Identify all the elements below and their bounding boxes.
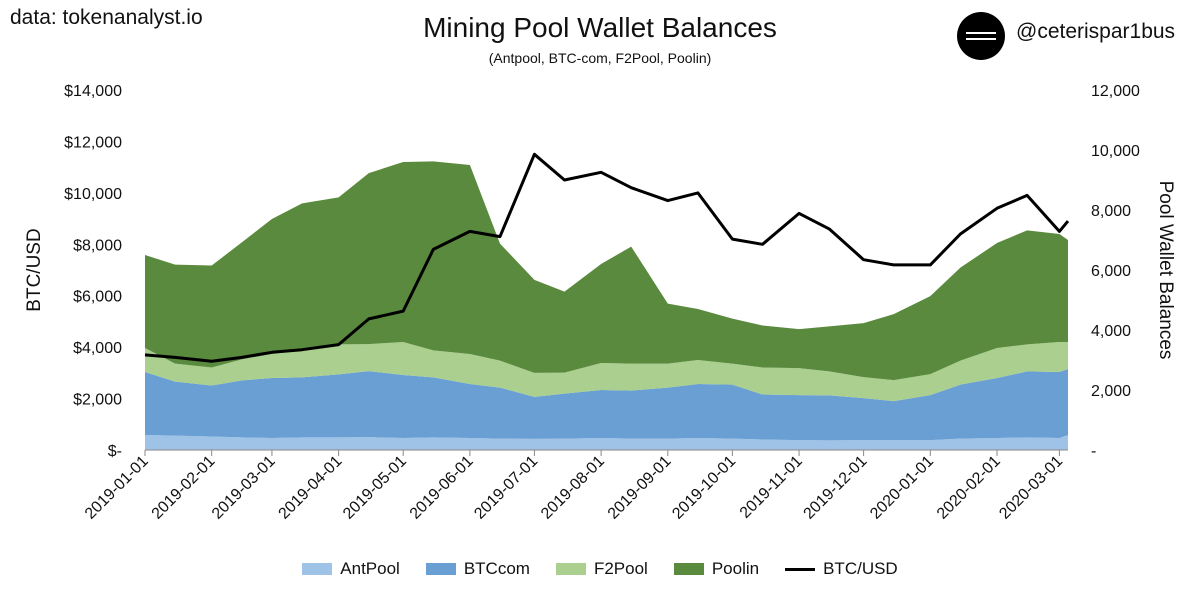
- legend-swatch: [302, 563, 333, 575]
- left-tick-label: $4,000: [73, 340, 122, 357]
- legend-label: Poolin: [711, 559, 760, 578]
- legend-item-f2pool: F2Pool: [555, 559, 648, 579]
- x-tick-label: 2019-08-01: [538, 453, 608, 523]
- right-tick-label: 4,000: [1091, 323, 1131, 340]
- right-tick-label: 10,000: [1091, 143, 1140, 160]
- legend-label: F2Pool: [593, 559, 648, 578]
- legend-swatch: [785, 567, 816, 571]
- left-tick-label: $6,000: [73, 289, 122, 306]
- left-tick-label: $12,000: [64, 134, 122, 151]
- chart-subtitle: (Antpool, BTC-com, F2Pool, Poolin): [488, 50, 712, 66]
- legend-label: BTC/USD: [823, 559, 898, 578]
- x-tick-label: 2019-12-01: [801, 453, 871, 523]
- x-tick-label: 2019-10-01: [669, 453, 739, 523]
- x-tick-label: 2019-01-01: [82, 453, 152, 523]
- x-tick-label: 2020-02-01: [934, 453, 1004, 523]
- stacked-areas: [145, 161, 1068, 450]
- area-series-f2pool: [145, 342, 1068, 402]
- left-tick-label: $2,000: [73, 392, 122, 409]
- right-tick-label: 2,000: [1091, 383, 1131, 400]
- x-tick-label: 2020-03-01: [996, 453, 1066, 523]
- x-tick-label: 2019-03-01: [209, 453, 279, 523]
- x-tick-label: 2019-02-01: [149, 453, 219, 523]
- legend-item-poolin: Poolin: [673, 559, 760, 579]
- legend-swatch: [555, 563, 586, 575]
- chart-title: Mining Pool Wallet Balances: [423, 12, 777, 43]
- left-tick-label: $10,000: [64, 186, 122, 203]
- x-tick-label: 2019-05-01: [340, 453, 410, 523]
- right-tick-label: -: [1091, 443, 1096, 460]
- right-tick-label: 8,000: [1091, 203, 1131, 220]
- left-tick-label: $-: [108, 443, 122, 460]
- author-logo-icon: [957, 12, 1005, 60]
- legend-item-btccom: BTCcom: [425, 559, 530, 579]
- legend-swatch: [425, 563, 456, 575]
- x-tick-label: 2020-01-01: [867, 453, 937, 523]
- left-tick-label: $8,000: [73, 237, 122, 254]
- legend-label: AntPool: [340, 559, 400, 578]
- x-tick-label: 2019-06-01: [407, 453, 477, 523]
- left-tick-label: $14,000: [64, 83, 122, 100]
- x-tick-label: 2019-04-01: [276, 453, 346, 523]
- left-axis-title: BTC/USD: [24, 228, 45, 311]
- price-line-layer: [144, 152, 1070, 363]
- area-series-btccom: [145, 369, 1068, 441]
- legend: AntPool BTCcom F2Pool Poolin BTC/USD: [0, 559, 1200, 579]
- right-tick-label: 12,000: [1091, 83, 1140, 100]
- x-tick-label: 2019-07-01: [471, 453, 541, 523]
- data-source-label: data: tokenanalyst.io: [10, 6, 203, 29]
- legend-item-btc-usd: BTC/USD: [785, 559, 898, 579]
- legend-item-antpool: AntPool: [302, 559, 400, 579]
- right-tick-label: 6,000: [1091, 263, 1131, 280]
- right-axis-title: Pool Wallet Balances: [1155, 181, 1176, 360]
- legend-label: BTCcom: [463, 559, 530, 578]
- area-series-antpool: [145, 435, 1068, 450]
- line-series-btc-usd: [144, 152, 1070, 363]
- x-tick-label: 2019-11-01: [737, 453, 806, 522]
- author-handle: @ceterispar1bus: [1016, 20, 1176, 43]
- area-series-poolin: [145, 161, 1068, 381]
- x-tick-label: 2019-09-01: [605, 453, 675, 523]
- legend-swatch: [673, 563, 704, 575]
